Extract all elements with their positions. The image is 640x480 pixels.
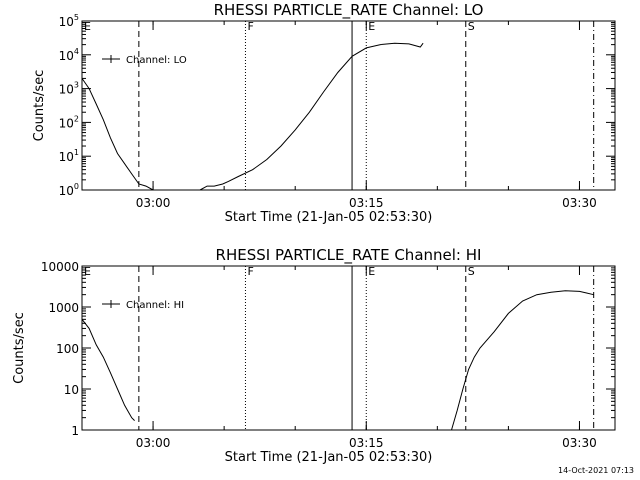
data-series-line [81,318,135,421]
y-axis-label: Counts/sec [12,312,27,384]
x-tick-label: 03:30 [562,196,597,210]
x-tick-label: 03:00 [136,196,171,210]
chart-panel-1: RHESSI PARTICLE_RATE Channel: LO 100 101 10… [32,1,616,225]
marker-label: E [368,20,375,33]
y-axis-label: Counts/sec [32,70,47,142]
y-tick-label: 1 [71,424,79,438]
y-tick-label: 10 [64,383,79,397]
y-tick-label: 100 [56,342,79,356]
y-tick-label: 10000 [41,260,79,274]
x-axis-label: Start Time (21-Jan-05 02:53:30) [225,450,433,465]
plot-frame [81,20,616,191]
x-tick-label: 03:15 [349,436,384,450]
marker-label: E [368,265,375,278]
marker-label: E [84,265,91,278]
chart-panel-2: RHESSI PARTICLE_RATE Channel: HI 1 10 100 10… [12,246,616,465]
y-tick-label: 104 [59,47,79,63]
y-tick-label: 102 [59,114,79,130]
x-axis-label: Start Time (21-Jan-05 02:53:30) [225,210,433,225]
x-tick-label: 03:15 [349,196,384,210]
y-tick-label: 100 [59,182,79,198]
x-tick-label: 03:00 [136,436,171,450]
legend-label: Channel: LO [126,55,187,66]
data-series-line [199,42,424,191]
timestamp: 14-Oct-2021 07:13 [558,466,634,475]
plot-frame [81,265,616,431]
marker-label: S [468,265,475,278]
legend-label: Channel: HI [126,300,184,311]
chart-title: RHESSI PARTICLE_RATE Channel: LO [214,1,484,20]
y-tick-label: 101 [59,148,79,164]
marker-label: F [247,20,253,33]
y-tick-label: 105 [59,13,79,29]
x-tick-label: 03:30 [562,436,597,450]
y-tick-label: 1000 [48,301,79,315]
marker-label: E [84,20,91,33]
data-series-line [451,290,594,431]
data-series-line [81,78,154,191]
y-tick-label: 103 [59,81,79,97]
chart-title: RHESSI PARTICLE_RATE Channel: HI [216,246,482,265]
marker-label: F [247,265,253,278]
marker-label: S [468,20,475,33]
